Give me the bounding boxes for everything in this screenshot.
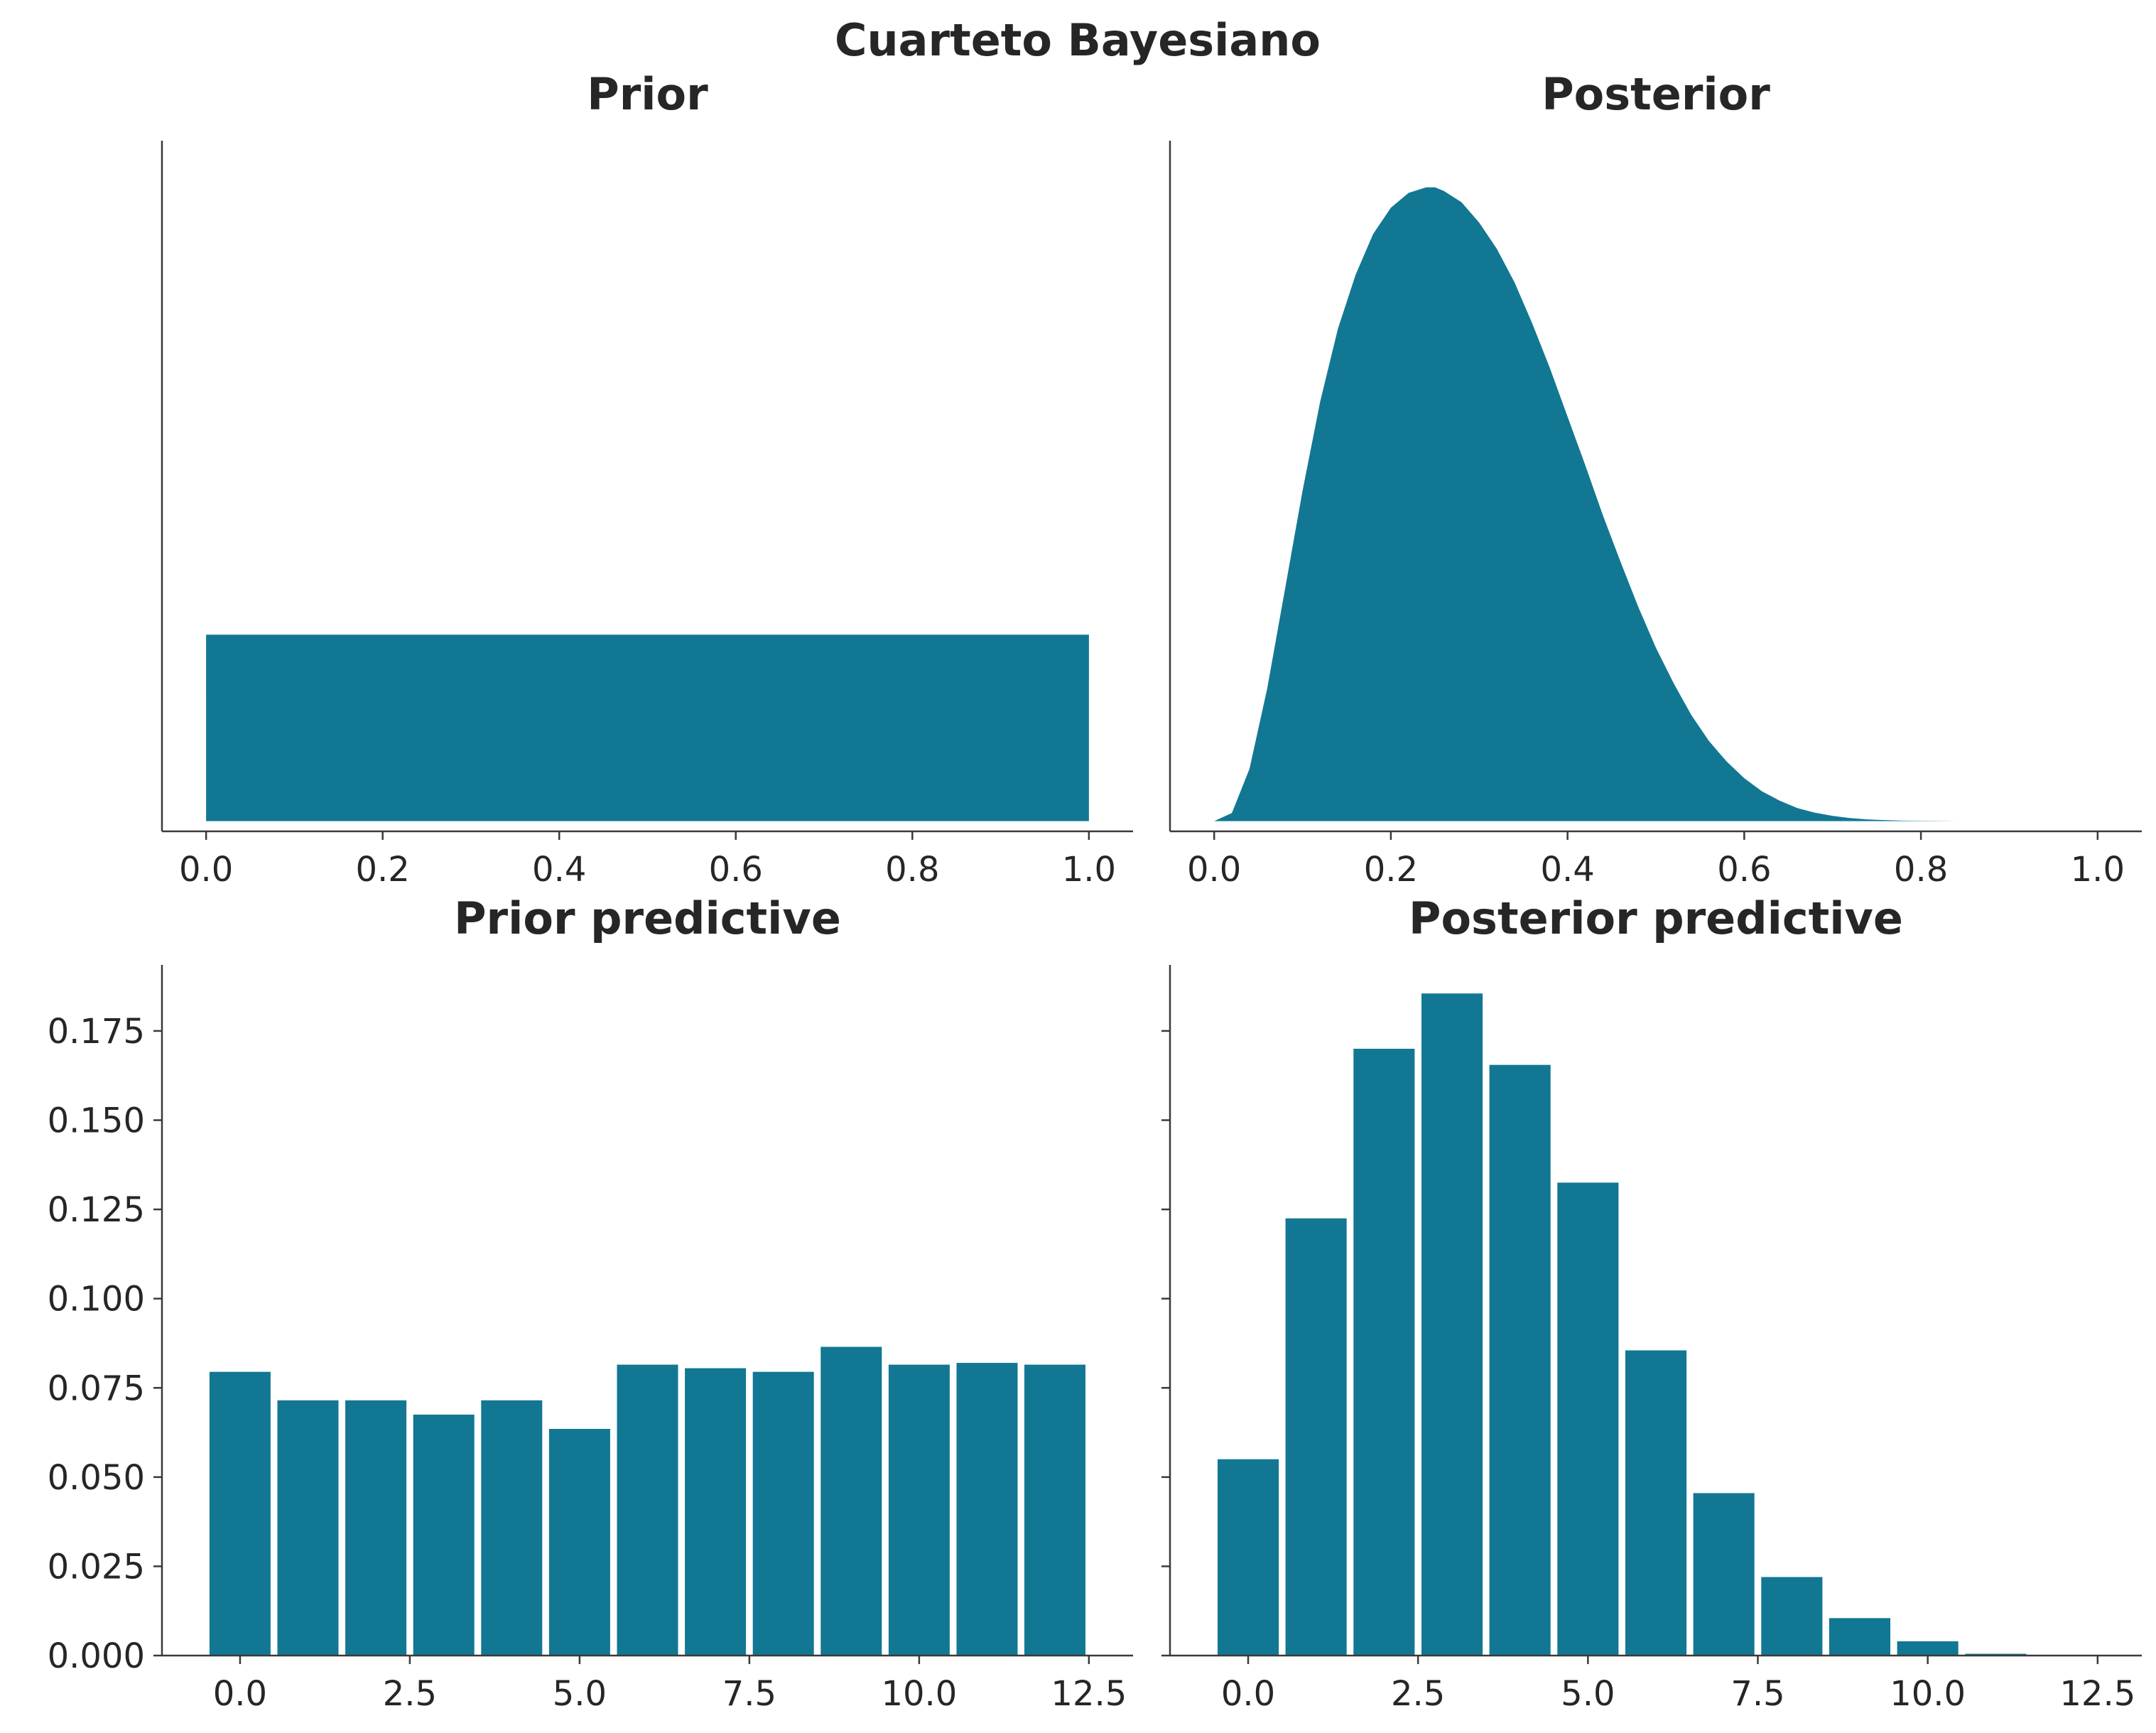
panel-posterior: Posterior 0.0 0.2 0.4 0.6 0.8 1.0: [1169, 68, 2142, 890]
bar: [1024, 1364, 1085, 1656]
bar: [888, 1364, 950, 1656]
x-tick-label: 0.0: [1221, 1674, 1275, 1714]
bar: [413, 1414, 475, 1656]
panel-title: Prior predictive: [454, 892, 841, 944]
bar: [1761, 1577, 1823, 1656]
x-tick-label: 2.5: [383, 1674, 437, 1714]
y-tick-label: 0.175: [48, 1012, 145, 1052]
x-tick-label: 5.0: [553, 1674, 607, 1714]
y-tick-label: 0.100: [48, 1280, 145, 1319]
panel-prior: Prior 0.0 0.2 0.4 0.6 0.8 1.0: [161, 68, 1133, 890]
y-tick-label: 0.000: [48, 1636, 145, 1676]
panel-posterior-predictive: Posterior predictive 0.0 2.5 5.0 7.5 10.0 12.5: [1161, 892, 2142, 1714]
x-tick-label: 0.6: [709, 850, 763, 890]
x-tick-label: 0.0: [1187, 850, 1241, 890]
bar: [956, 1363, 1018, 1656]
bar: [209, 1371, 271, 1656]
x-tick-label: 5.0: [1561, 1674, 1615, 1714]
bar: [481, 1400, 543, 1656]
figure-suptitle: Cuarteto Bayesiano: [835, 14, 1321, 66]
x-tick-label: 12.5: [1051, 1674, 1127, 1714]
x-tick-label: 10.0: [1890, 1674, 1966, 1714]
y-tick-label: 0.025: [48, 1547, 145, 1587]
bar: [1897, 1641, 1959, 1656]
bar: [1557, 1182, 1619, 1656]
density-area: [1214, 187, 1956, 821]
bar: [1218, 1459, 1279, 1656]
x-tick-label: 0.0: [213, 1674, 267, 1714]
y-tick-label: 0.075: [48, 1368, 145, 1408]
bar: [345, 1400, 407, 1656]
x-tick-label: 0.6: [1717, 850, 1771, 890]
x-tick-label: 0.2: [356, 850, 410, 890]
x-tick-label: 1.0: [1062, 850, 1116, 890]
bar: [1829, 1618, 1890, 1656]
x-tick-label: 0.0: [179, 850, 233, 890]
x-tick-label: 0.4: [1540, 850, 1594, 890]
bar: [1693, 1493, 1755, 1656]
y-tick-label: 0.150: [48, 1101, 145, 1141]
x-tick-label: 7.5: [1730, 1674, 1784, 1714]
bar: [1285, 1218, 1347, 1656]
bar: [685, 1368, 747, 1656]
bar: [820, 1346, 882, 1656]
x-tick-label: 12.5: [2059, 1674, 2135, 1714]
y-tick-label: 0.125: [48, 1190, 145, 1230]
bar: [752, 1371, 814, 1656]
bar: [277, 1400, 339, 1656]
bar: [1625, 1350, 1687, 1656]
bar: [548, 1429, 610, 1656]
x-tick-label: 10.0: [881, 1674, 957, 1714]
bar: [1489, 1064, 1551, 1656]
panel-prior-predictive: Prior predictive 0.0 2.5 5.0 7.5 10.0 12.5 0.00…: [48, 892, 1133, 1714]
x-tick-label: 7.5: [722, 1674, 776, 1714]
y-tick-label: 0.050: [48, 1458, 145, 1498]
panel-title: Posterior predictive: [1409, 892, 1903, 944]
bar: [1353, 1049, 1415, 1656]
x-tick-label: 0.8: [885, 850, 939, 890]
x-tick-label: 2.5: [1391, 1674, 1445, 1714]
density-area: [206, 635, 1089, 821]
panel-title: Posterior: [1542, 68, 1770, 120]
x-tick-label: 0.4: [532, 850, 586, 890]
bar: [1421, 993, 1483, 1656]
x-tick-label: 0.2: [1364, 850, 1418, 890]
panel-title: Prior: [587, 68, 708, 120]
x-tick-label: 0.8: [1894, 850, 1948, 890]
x-tick-label: 1.0: [2071, 850, 2125, 890]
bar: [617, 1364, 678, 1656]
